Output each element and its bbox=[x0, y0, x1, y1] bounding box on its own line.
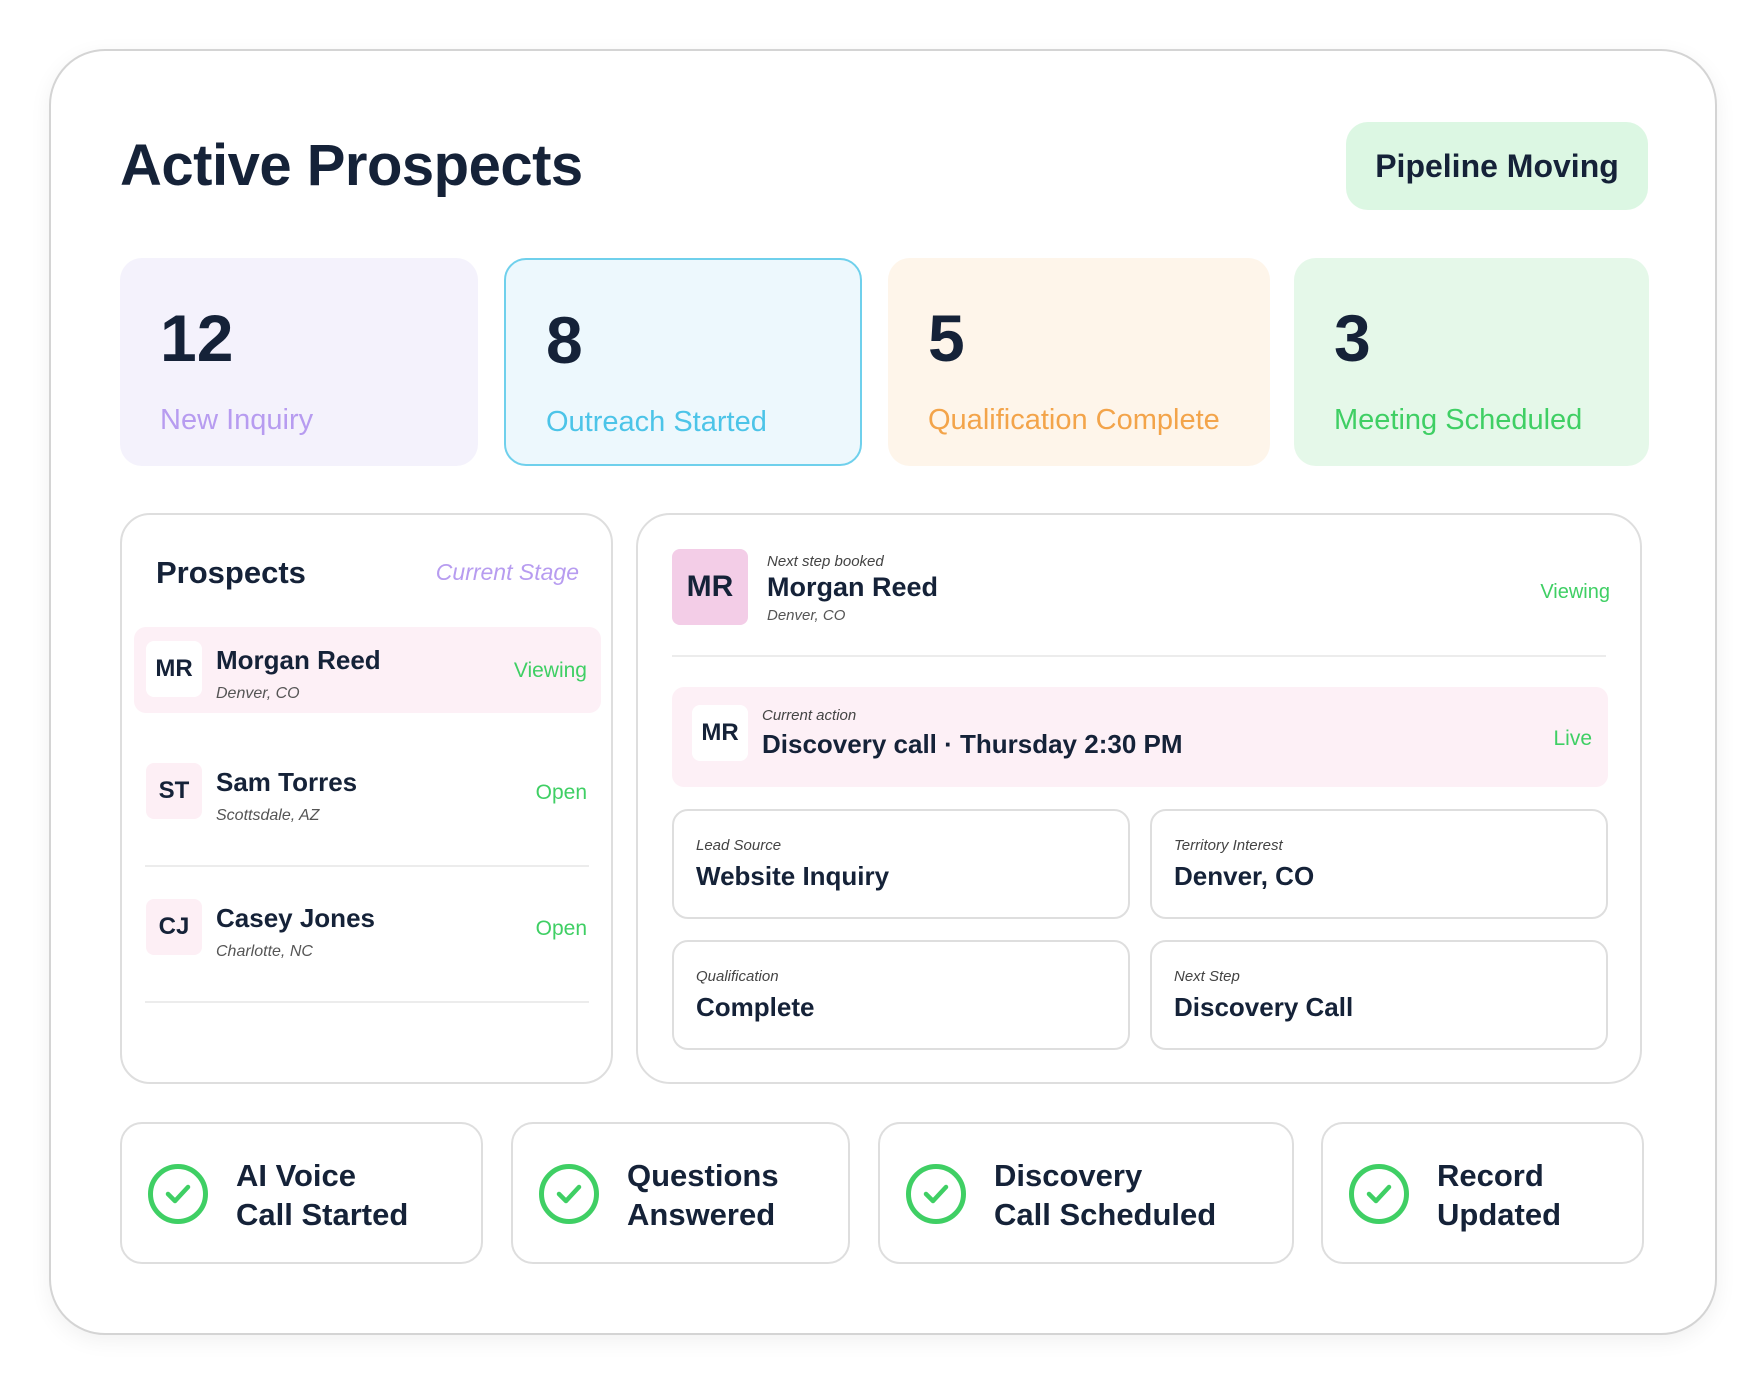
prospect-stage: Viewing bbox=[513, 659, 587, 682]
detail-name: Morgan Reed bbox=[767, 572, 939, 602]
action-title: Discovery call · Thursday 2:30 PM bbox=[762, 729, 1183, 759]
info-value: Website Inquiry bbox=[696, 861, 890, 891]
prospect-row-sam-torres[interactable]: ST Sam Torres Scottsdale, AZ Open bbox=[134, 749, 601, 867]
task-label: Questions Answered bbox=[627, 1158, 779, 1232]
prospect-stage: Open bbox=[535, 781, 587, 804]
check-circle-icon bbox=[148, 1164, 208, 1224]
detail-status: Viewing bbox=[1540, 581, 1610, 603]
stat-card-outreach-started[interactable]: 8 Outreach Started bbox=[504, 258, 862, 466]
info-value: Denver, CO bbox=[1174, 861, 1315, 891]
avatar: ST bbox=[146, 763, 202, 819]
prospect-name: Morgan Reed bbox=[216, 645, 381, 675]
page-title: Active Prospects bbox=[120, 133, 583, 198]
info-value: Discovery Call bbox=[1174, 992, 1354, 1022]
current-action-box[interactable]: MR Current action Discovery call · Thurs… bbox=[672, 687, 1608, 787]
action-status: Live bbox=[1553, 727, 1592, 750]
prospect-location: Denver, CO bbox=[216, 685, 300, 702]
prospect-name: Sam Torres bbox=[216, 767, 358, 797]
detail-eyebrow: Next step booked bbox=[767, 553, 884, 570]
detail-divider bbox=[672, 655, 1606, 657]
stat-label: Outreach Started bbox=[546, 406, 767, 438]
info-label: Territory Interest bbox=[1174, 837, 1283, 854]
info-label: Lead Source bbox=[696, 837, 782, 854]
row-divider bbox=[145, 1001, 589, 1003]
task-label: AI Voice Call Started bbox=[236, 1158, 409, 1232]
stat-card-meeting-scheduled[interactable]: 3 Meeting Scheduled bbox=[1294, 258, 1649, 466]
pipeline-status-badge: Pipeline Moving bbox=[1346, 122, 1648, 210]
info-label: Qualification bbox=[696, 968, 779, 985]
stat-label: Meeting Scheduled bbox=[1334, 404, 1583, 436]
task-card-discovery-call-scheduled[interactable]: Discovery Call Scheduled bbox=[878, 1122, 1294, 1264]
info-card-lead-source: Lead Source Website Inquiry bbox=[672, 809, 1130, 919]
current-stage-column-label: Current Stage bbox=[435, 559, 579, 585]
stat-card-qualification-complete[interactable]: 5 Qualification Complete bbox=[888, 258, 1270, 466]
prospect-row-casey-jones[interactable]: CJ Casey Jones Charlotte, NC Open bbox=[134, 885, 601, 1003]
task-card-questions-answered[interactable]: Questions Answered bbox=[511, 1122, 850, 1264]
detail-location: Denver, CO bbox=[767, 607, 846, 624]
prospect-name: Casey Jones bbox=[216, 903, 375, 933]
stat-label: New Inquiry bbox=[160, 404, 314, 436]
stat-card-new-inquiry[interactable]: 12 New Inquiry bbox=[120, 258, 478, 466]
prospect-location: Charlotte, NC bbox=[216, 943, 313, 960]
task-label: Record Updated bbox=[1437, 1158, 1561, 1232]
task-card-record-updated[interactable]: Record Updated bbox=[1321, 1122, 1644, 1264]
info-value: Complete bbox=[696, 992, 815, 1022]
info-card-territory-interest: Territory Interest Denver, CO bbox=[1150, 809, 1608, 919]
prospects-panel: Prospects Current Stage MR Morgan Reed D… bbox=[120, 513, 613, 1084]
info-card-next-step: Next Step Discovery Call bbox=[1150, 940, 1608, 1050]
prospects-title: Prospects bbox=[156, 555, 306, 590]
avatar: MR bbox=[146, 641, 202, 697]
avatar: MR bbox=[692, 705, 748, 761]
row-divider bbox=[145, 865, 589, 867]
stat-label: Qualification Complete bbox=[928, 404, 1220, 436]
info-label: Next Step bbox=[1174, 968, 1240, 985]
task-card-ai-voice-call[interactable]: AI Voice Call Started bbox=[120, 1122, 483, 1264]
check-circle-icon bbox=[906, 1164, 966, 1224]
prospect-detail-panel: MR Next step booked Morgan Reed Denver, … bbox=[636, 513, 1642, 1084]
avatar: CJ bbox=[146, 899, 202, 955]
prospect-row-morgan-reed[interactable]: MR Morgan Reed Denver, CO Viewing bbox=[134, 627, 601, 713]
prospect-stage: Open bbox=[535, 917, 587, 940]
stat-value: 8 bbox=[546, 303, 583, 377]
prospect-location: Scottsdale, AZ bbox=[216, 807, 320, 824]
stat-value: 3 bbox=[1334, 301, 1371, 375]
stat-value: 12 bbox=[160, 301, 234, 375]
stat-value: 5 bbox=[928, 301, 965, 375]
avatar: MR bbox=[672, 549, 748, 625]
check-circle-icon bbox=[539, 1164, 599, 1224]
action-eyebrow: Current action bbox=[762, 707, 857, 724]
task-label: Discovery Call Scheduled bbox=[994, 1158, 1217, 1232]
info-card-qualification: Qualification Complete bbox=[672, 940, 1130, 1050]
check-circle-icon bbox=[1349, 1164, 1409, 1224]
